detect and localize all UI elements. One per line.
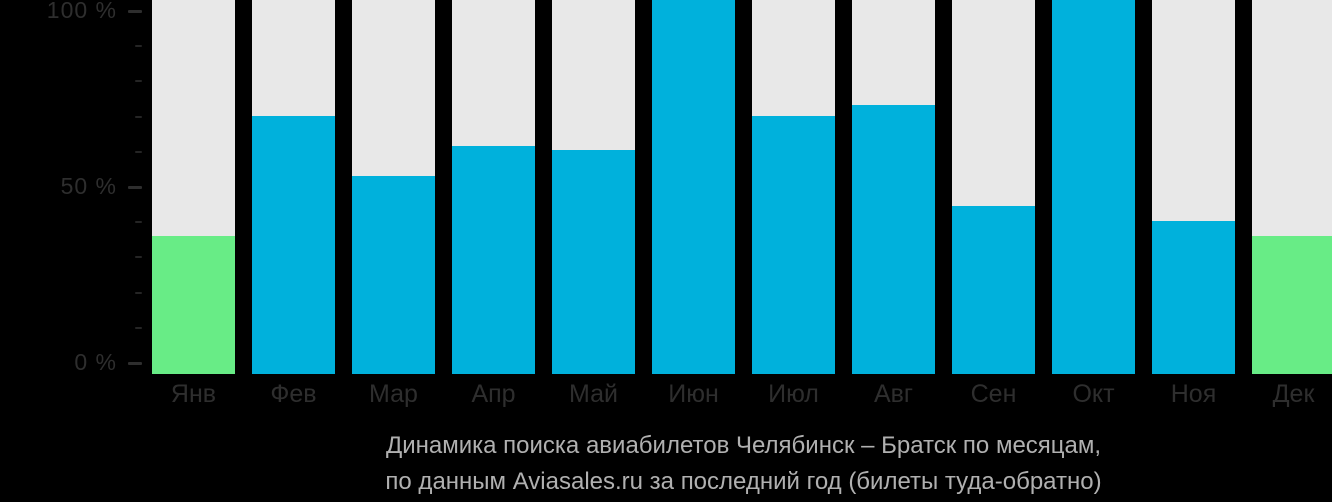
caption-line-1: Динамика поиска авиабилетов Челябинск – … bbox=[385, 432, 1102, 459]
x-axis-label: Сен bbox=[970, 380, 1017, 408]
bar-column bbox=[552, 0, 635, 374]
bar-fill bbox=[1252, 235, 1332, 374]
y-axis-major-tick bbox=[128, 361, 142, 365]
bar-column bbox=[952, 0, 1035, 374]
x-axis-label: Июл bbox=[768, 380, 819, 408]
bar-fill bbox=[952, 205, 1035, 374]
y-axis-minor-tick bbox=[135, 80, 142, 83]
x-axis-label: Авг bbox=[873, 380, 914, 408]
bar-fill bbox=[652, 0, 735, 374]
y-axis: 100 % 50 % 0 % bbox=[0, 0, 152, 375]
bar-column bbox=[1152, 0, 1235, 374]
bar-fill bbox=[1052, 0, 1135, 374]
bar-fill bbox=[352, 175, 435, 374]
y-axis-major-tick bbox=[128, 185, 142, 189]
x-axis-label: Ноя bbox=[1170, 380, 1217, 408]
y-axis-minor-tick bbox=[135, 150, 142, 153]
bar-column bbox=[1252, 0, 1332, 374]
y-axis-label: 100 % bbox=[46, 0, 117, 23]
y-axis-minor-tick bbox=[135, 45, 142, 48]
x-axis-label: Фев bbox=[270, 380, 317, 408]
y-axis-minor-tick bbox=[135, 115, 142, 118]
bar-fill bbox=[552, 149, 635, 374]
y-axis-label: 0 % bbox=[74, 348, 117, 375]
bar-column bbox=[852, 0, 935, 374]
bar-column bbox=[652, 0, 735, 374]
bar-fill bbox=[452, 145, 535, 374]
chart-caption: Динамика поиска авиабилетов Челябинск – … bbox=[152, 428, 1332, 500]
x-axis-label: Янв bbox=[170, 380, 217, 408]
y-axis-minor-tick bbox=[135, 256, 142, 259]
bar-column bbox=[1052, 0, 1135, 374]
bar-column bbox=[752, 0, 835, 374]
x-axis: Янв Фев Мар Апр Май Июн Июл Авг Сен Окт Ноя Дек bbox=[152, 380, 1332, 408]
bar-fill bbox=[852, 104, 935, 374]
y-axis-major-tick bbox=[128, 9, 142, 13]
bar-column bbox=[252, 0, 335, 374]
plot-area bbox=[152, 0, 1332, 374]
x-axis-label: Мар bbox=[369, 380, 418, 408]
bar-column bbox=[152, 0, 235, 374]
plot-region: Янв Фев Мар Апр Май Июн Июл Авг Сен Окт Ноя Дек Дин… bbox=[152, 0, 1332, 502]
bar-fill bbox=[252, 115, 335, 374]
x-axis-label: Апр bbox=[471, 380, 516, 408]
x-axis-label: Окт bbox=[1072, 380, 1115, 408]
bar-fill bbox=[1152, 220, 1235, 374]
x-axis-label: Июн bbox=[668, 380, 719, 408]
x-axis-label: Дек bbox=[1272, 380, 1315, 408]
y-axis-label: 50 % bbox=[60, 172, 117, 199]
y-axis-minor-tick bbox=[135, 326, 142, 329]
bar-column bbox=[352, 0, 435, 374]
x-axis-label: Май bbox=[569, 380, 618, 408]
caption-line-2: по данным Aviasales.ru за последний год … bbox=[385, 468, 1102, 495]
y-axis-minor-tick bbox=[135, 221, 142, 224]
bar-column bbox=[452, 0, 535, 374]
bar-fill bbox=[152, 235, 235, 374]
bar-fill bbox=[752, 115, 835, 374]
y-axis-minor-tick bbox=[135, 291, 142, 294]
